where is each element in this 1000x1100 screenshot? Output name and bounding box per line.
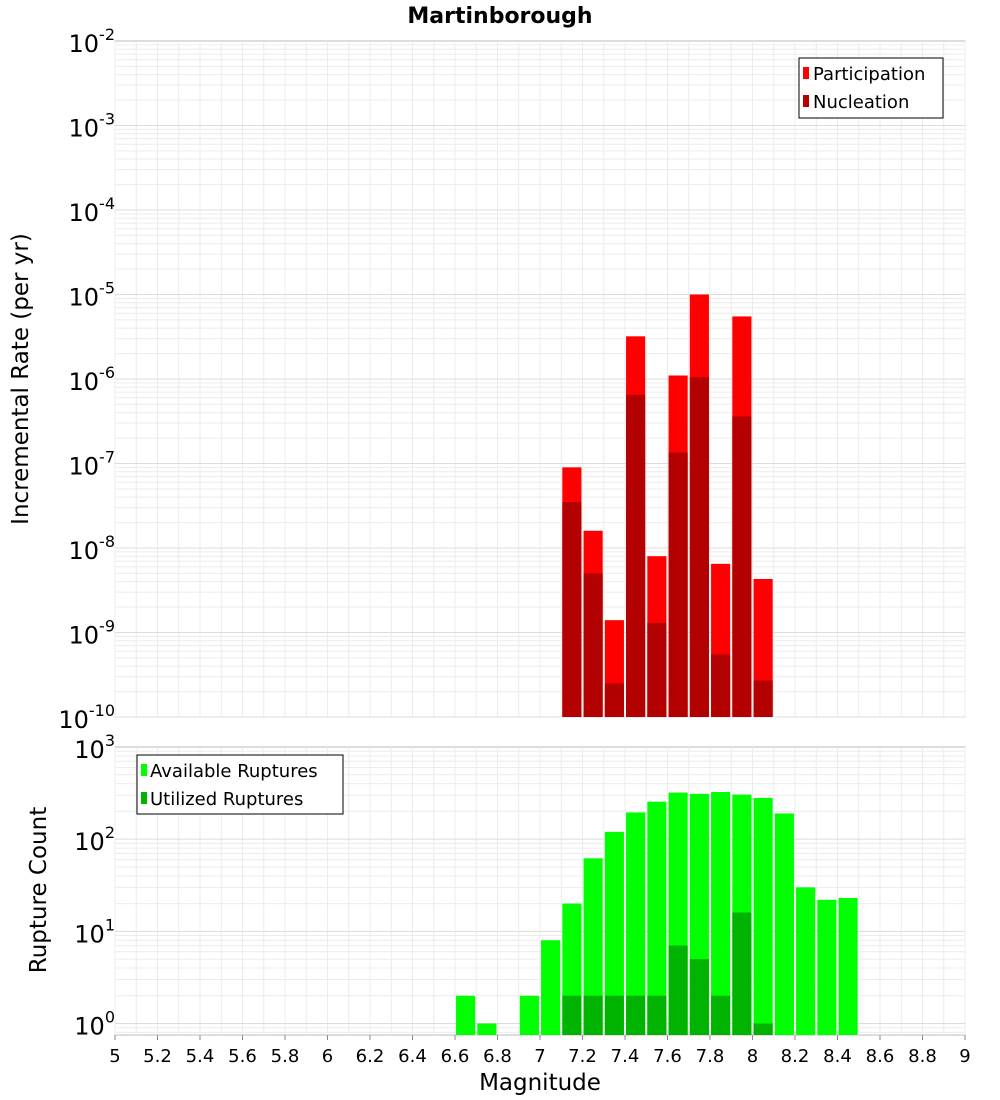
bar-utilized	[562, 995, 582, 1035]
x-tick-label: 6.6	[441, 1046, 470, 1067]
x-tick-label: 5.8	[271, 1046, 300, 1067]
x-tick-label: 7.2	[568, 1046, 597, 1067]
top-y-tick-labels: 10-10 10-9 10-8 10-7 10-6 10-5 10-4 10-3 10-2	[58, 25, 115, 734]
bar-available	[456, 995, 476, 1035]
bar-available	[647, 801, 667, 1035]
legend-label-nucleation: Nucleation	[813, 92, 909, 113]
bar-available	[541, 940, 561, 1035]
y-tick-label: 10-8	[69, 532, 116, 565]
legend-label-utilized: Utilized Ruptures	[150, 789, 303, 810]
x-tick-label: 8.4	[823, 1046, 852, 1067]
bar-nucleation	[668, 452, 688, 717]
x-tick-label: 7	[534, 1046, 545, 1067]
x-tick-label: 7.8	[696, 1046, 725, 1067]
x-tick-label: 6.4	[398, 1046, 427, 1067]
bar-available	[604, 831, 624, 1035]
bar-available	[838, 897, 858, 1035]
bar-available	[817, 899, 837, 1035]
bar-nucleation	[604, 683, 624, 717]
x-tick-labels: 5 5.2 5.4 5.6 5.8 6 6.2 6.4 6.6 6.8 7 7.2 7.4 7.6 7.8 8…	[109, 1035, 971, 1067]
x-tick-label: 8	[747, 1046, 758, 1067]
x-tick-label: 5.2	[143, 1046, 172, 1067]
y-tick-label: 10-6	[69, 363, 116, 396]
x-axis-label: Magnitude	[479, 1070, 601, 1096]
y-tick-label: 100	[74, 1007, 115, 1040]
bar-available	[796, 887, 816, 1035]
bar-utilized	[689, 959, 709, 1035]
bottom-bars	[456, 791, 858, 1035]
x-tick-label: 6.2	[356, 1046, 385, 1067]
legend-swatch-available	[141, 764, 147, 776]
x-tick-label: 7.4	[611, 1046, 640, 1067]
x-tick-label: 8.6	[866, 1046, 895, 1067]
bar-utilized	[753, 1023, 773, 1035]
bar-utilized	[626, 995, 646, 1035]
x-tick-label: 5.6	[228, 1046, 257, 1067]
bar-available	[753, 797, 773, 1035]
x-tick-label: 5	[109, 1046, 120, 1067]
legend-swatch-participation	[803, 67, 809, 79]
y-tick-label: 10-9	[69, 617, 116, 650]
bar-utilized	[668, 945, 688, 1035]
bar-available	[774, 813, 794, 1035]
bar-nucleation	[626, 394, 646, 717]
x-tick-label: 8.8	[908, 1046, 937, 1067]
y-tick-label: 10-4	[69, 194, 116, 227]
top-chart-title: Martinborough	[407, 4, 592, 29]
bar-nucleation	[583, 573, 603, 717]
bottom-y-tick-labels: 100 101 102 103	[74, 731, 115, 1040]
y-tick-label: 10-2	[69, 25, 116, 58]
top-legend-box	[798, 57, 944, 119]
legend-swatch-utilized	[141, 792, 147, 804]
top-bars	[562, 294, 773, 717]
bar-utilized	[732, 912, 752, 1035]
legend-label-available: Available Ruptures	[150, 761, 318, 782]
x-tick-label: 6.8	[483, 1046, 512, 1067]
bar-utilized	[583, 995, 603, 1035]
bottom-legend: Available Ruptures Utilized Ruptures	[136, 754, 344, 815]
y-tick-label: 102	[74, 823, 115, 856]
legend-swatch-nucleation	[803, 95, 809, 107]
bar-utilized	[647, 995, 667, 1035]
bar-nucleation	[753, 680, 773, 717]
y-tick-label: 101	[74, 915, 115, 948]
legend-label-participation: Participation	[813, 64, 925, 85]
x-tick-label: 9	[959, 1046, 970, 1067]
top-legend: Participation Nucleation	[798, 57, 944, 119]
bottom-legend-box	[136, 754, 344, 815]
bar-available	[477, 1023, 497, 1035]
top-y-axis-label: Incremental Rate (per yr)	[8, 233, 34, 525]
y-tick-label: 10-10	[58, 701, 115, 734]
x-tick-label: 7.6	[653, 1046, 682, 1067]
bar-utilized	[604, 995, 624, 1035]
y-tick-label: 10-3	[69, 110, 116, 143]
bar-nucleation	[647, 622, 667, 717]
bar-utilized	[711, 995, 731, 1035]
bar-nucleation	[732, 416, 752, 717]
x-tick-label: 8.2	[781, 1046, 810, 1067]
x-tick-label: 5.4	[186, 1046, 215, 1067]
bar-nucleation	[711, 654, 731, 717]
y-tick-label: 10-7	[69, 448, 116, 481]
bar-nucleation	[562, 502, 582, 717]
bar-available	[711, 791, 731, 1035]
bottom-y-axis-label: Rupture Count	[26, 807, 52, 973]
bar-available	[519, 995, 539, 1035]
y-tick-label: 10-5	[69, 279, 116, 312]
bar-nucleation	[689, 377, 709, 717]
bar-available	[626, 812, 646, 1035]
y-tick-label: 103	[74, 731, 115, 764]
x-tick-label: 6	[322, 1046, 333, 1067]
top-grid	[114, 41, 966, 718]
bar-available	[583, 858, 603, 1035]
